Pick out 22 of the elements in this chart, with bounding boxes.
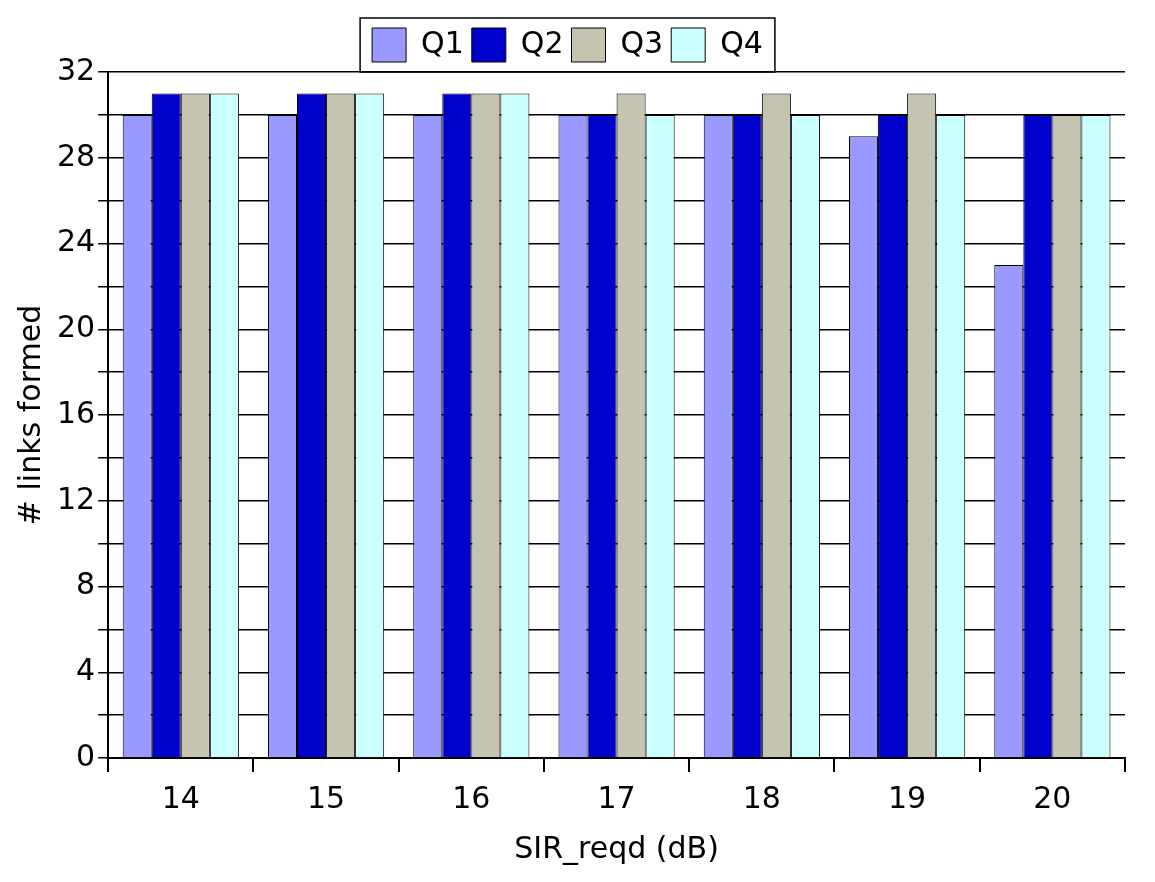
x-tick-label: 15 <box>306 779 346 815</box>
y-tick-label: 4 <box>76 652 96 688</box>
y-tick-label: 0 <box>76 737 96 773</box>
legend-label: Q4 <box>720 24 763 60</box>
y-tick-label: 16 <box>56 394 96 430</box>
y-tick-label: 12 <box>56 480 96 516</box>
legend-label: Q2 <box>520 24 564 60</box>
x-tick-label: 20 <box>1033 779 1072 815</box>
x-tick-label: 19 <box>888 779 927 815</box>
x-tick-label: 18 <box>742 779 781 815</box>
x-tick-label: 17 <box>597 779 636 815</box>
y-tick-label: 20 <box>56 309 96 345</box>
y-tick-label: 28 <box>56 137 96 173</box>
x-tick-label: 14 <box>161 779 200 815</box>
legend-label: Q3 <box>620 24 664 60</box>
y-tick-label: 32 <box>56 51 96 87</box>
x-axis-title: SIR_reqd (dB) <box>514 829 719 865</box>
y-tick-label: 8 <box>76 566 96 602</box>
y-axis-title: # links formed <box>11 304 47 526</box>
legend-label: Q1 <box>421 24 464 60</box>
x-tick-label: 16 <box>452 779 491 815</box>
y-tick-label: 24 <box>56 223 96 259</box>
